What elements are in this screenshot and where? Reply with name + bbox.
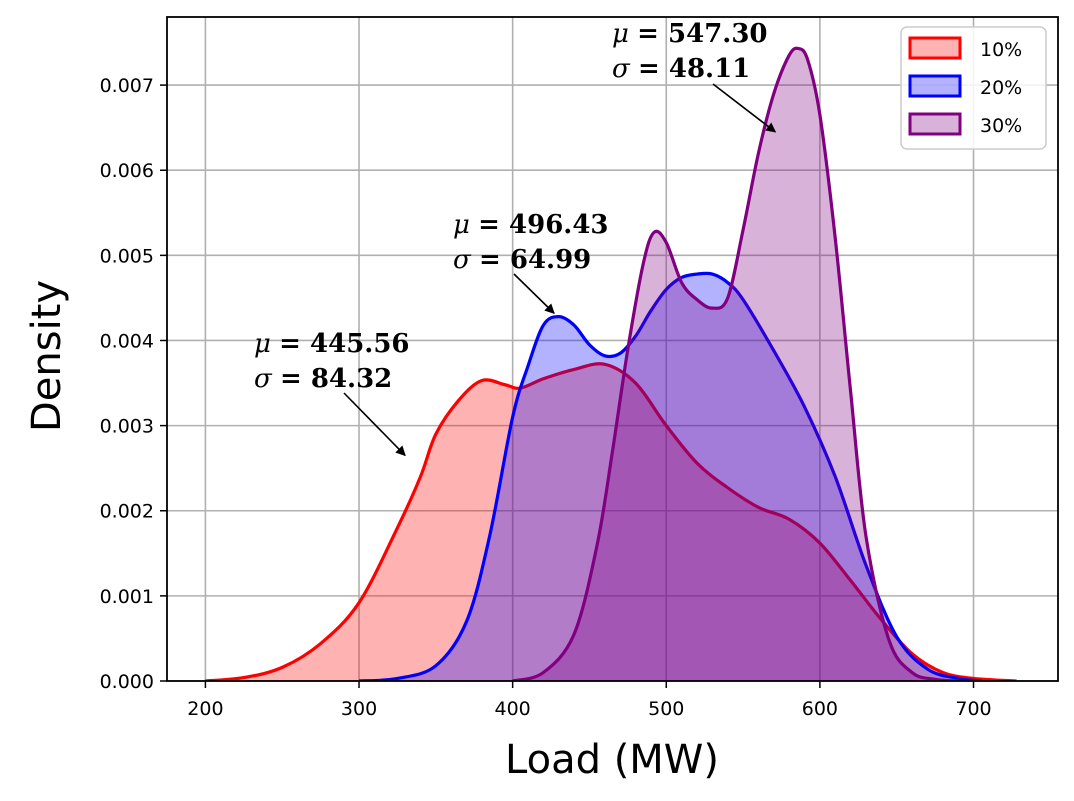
y-tick-label: 0.002 <box>100 501 154 523</box>
series-line-2 <box>358 271 982 681</box>
legend-swatch <box>908 74 962 98</box>
series-area-1 <box>205 363 1017 681</box>
annotation-sigma: σ = 48.11 <box>612 54 750 84</box>
x-tick-label: 300 <box>341 698 377 720</box>
series-area-2 <box>359 273 982 681</box>
x-tick-label: 700 <box>955 698 991 720</box>
x-axis-ticks: 200 300 400 500 600 700 <box>187 681 992 720</box>
annotation-3: μ = 547.30 σ = 48.11 <box>612 19 777 133</box>
x-tick-label: 400 <box>495 698 531 720</box>
legend-label: 20% <box>980 77 1022 99</box>
annotation-arrow <box>343 392 406 457</box>
legend: 10% 20% 30% <box>900 26 1047 150</box>
x-tick-label: 200 <box>187 698 223 720</box>
plot-frame <box>166 16 1059 682</box>
x-tick-label: 500 <box>648 698 684 720</box>
annotation-sigma: σ = 64.99 <box>453 245 591 275</box>
annotation-mu: μ = 496.43 <box>453 210 609 240</box>
annotation-mu: μ = 445.56 <box>254 329 410 359</box>
series-line-3 <box>512 46 959 681</box>
annotation-2: μ = 496.43 σ = 64.99 <box>453 210 609 314</box>
annotations: μ = 445.56σ = 84.32μ = 496.43σ = 64.99μ … <box>254 19 777 457</box>
y-tick-label: 0.001 <box>100 586 154 608</box>
y-tick-label: 0.003 <box>100 416 154 438</box>
annotation-sigma: σ = 84.32 <box>254 364 392 394</box>
x-tick-label: 600 <box>802 698 838 720</box>
series-layer <box>205 46 1017 681</box>
y-tick-label: 0.005 <box>100 245 154 267</box>
series-line-1 <box>205 362 1017 681</box>
legend-label: 10% <box>980 39 1022 61</box>
annotation-1: μ = 445.56 σ = 84.32 <box>254 329 410 457</box>
annotation-mu: μ = 547.30 <box>612 19 768 49</box>
y-tick-label: 0.000 <box>100 671 154 693</box>
y-axis-ticks: 0.000 0.001 0.002 0.003 0.004 0.005 0.006 0.007 <box>100 75 167 693</box>
series-area-3 <box>512 48 959 681</box>
grid <box>167 17 1058 682</box>
legend-swatch <box>908 112 962 136</box>
annotation-arrow <box>712 83 777 133</box>
legend-swatch <box>908 36 962 60</box>
y-tick-label: 0.004 <box>100 330 154 352</box>
y-axis-label: Density <box>24 280 70 432</box>
legend-label: 30% <box>980 115 1022 137</box>
y-tick-label: 0.007 <box>100 75 154 97</box>
x-axis-label: Load (MW) <box>505 737 719 783</box>
annotation-arrow <box>513 273 555 314</box>
y-tick-label: 0.006 <box>100 160 154 182</box>
